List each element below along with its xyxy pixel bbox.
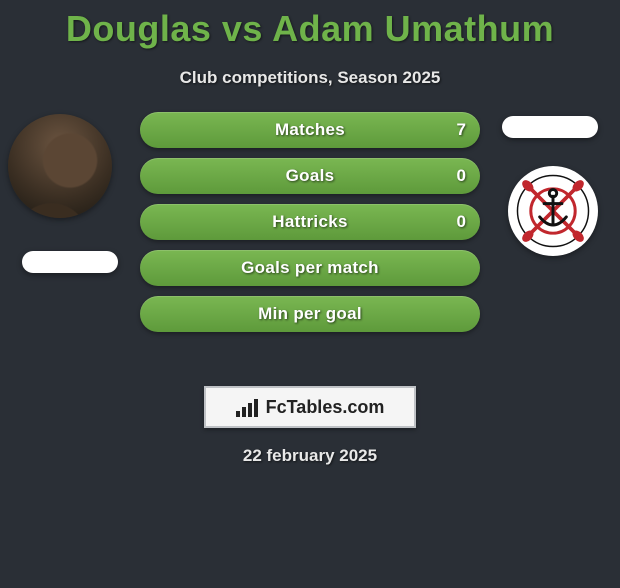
stat-row-min-per-goal: Min per goal <box>140 296 480 332</box>
stat-right-value: 0 <box>457 158 466 194</box>
subtitle: Club competitions, Season 2025 <box>0 68 620 88</box>
left-player-avatar <box>8 114 112 218</box>
bar-chart-icon <box>236 397 260 417</box>
branding-text: FcTables.com <box>266 397 385 418</box>
page-title: Douglas vs Adam Umathum <box>0 8 620 50</box>
stat-right-value: 7 <box>457 112 466 148</box>
stat-label: Min per goal <box>140 296 480 332</box>
stat-label: Hattricks <box>140 204 480 240</box>
comparison-stage: Matches 7 Goals 0 Hattricks 0 Goals per … <box>0 108 620 378</box>
date-text: 22 february 2025 <box>0 446 620 466</box>
branding-box: FcTables.com <box>204 386 416 428</box>
club-crest-icon <box>516 174 590 248</box>
stat-label: Goals <box>140 158 480 194</box>
stat-label: Matches <box>140 112 480 148</box>
stat-row-goals-per-match: Goals per match <box>140 250 480 286</box>
stat-row-matches: Matches 7 <box>140 112 480 148</box>
stat-label: Goals per match <box>140 250 480 286</box>
right-club-badge <box>508 166 598 256</box>
stat-right-value: 0 <box>457 204 466 240</box>
stat-rows: Matches 7 Goals 0 Hattricks 0 Goals per … <box>140 112 480 342</box>
stat-row-hattricks: Hattricks 0 <box>140 204 480 240</box>
left-player-flag <box>22 251 118 273</box>
stat-row-goals: Goals 0 <box>140 158 480 194</box>
right-player-flag <box>502 116 598 138</box>
